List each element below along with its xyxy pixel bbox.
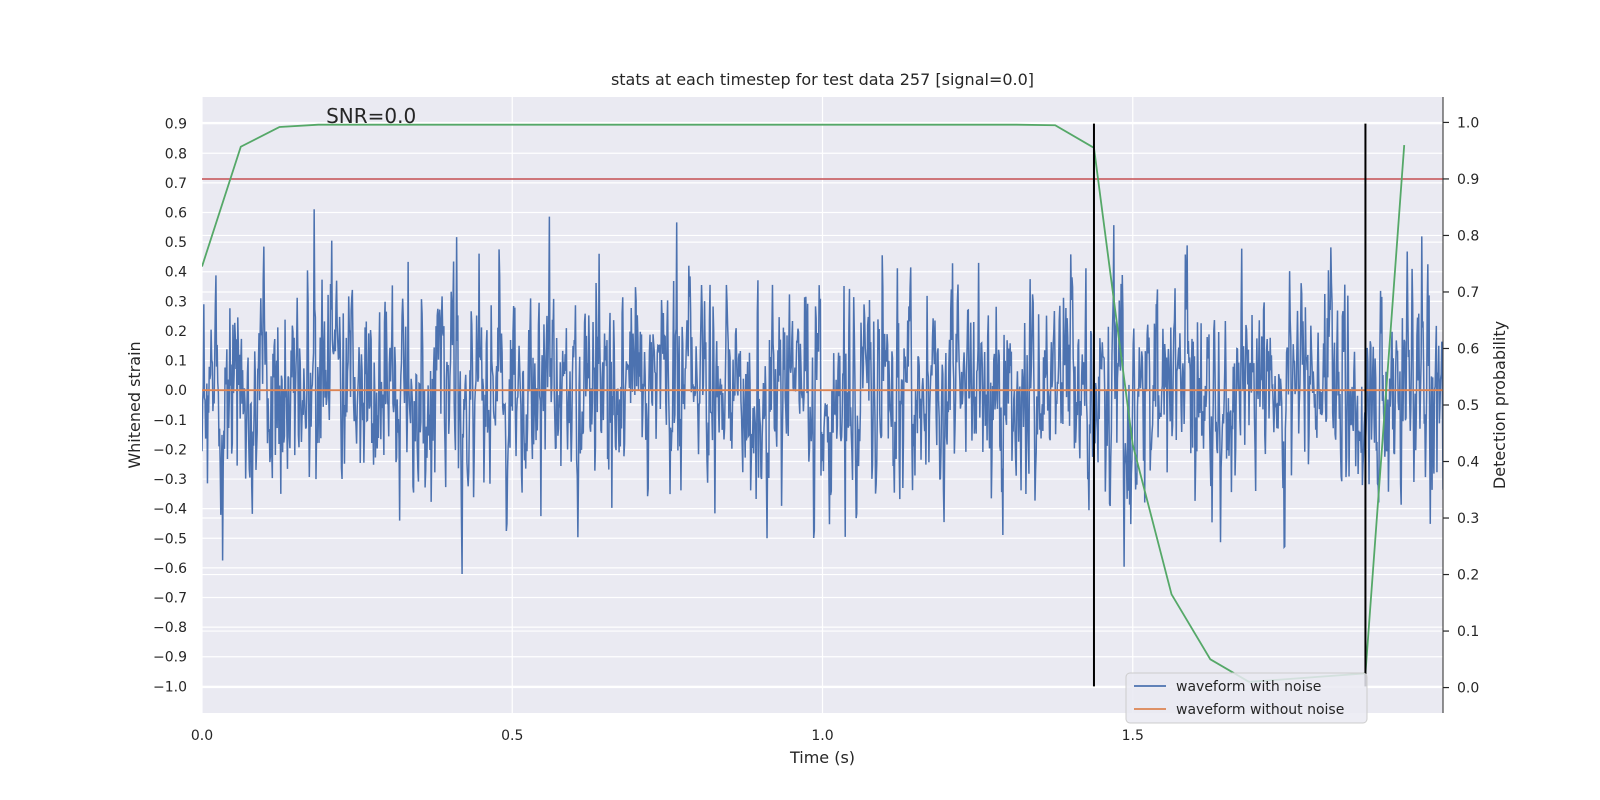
y-tick-label: 0.1 — [165, 354, 187, 370]
y2-axis-label: Detection probability — [1490, 321, 1509, 489]
x-tick-label: 0.0 — [191, 728, 213, 744]
snr-annotation: SNR=0.0 — [326, 104, 416, 128]
y-tick-label: −0.9 — [153, 650, 187, 666]
y-tick-label: 0.8 — [165, 146, 187, 162]
y2-tick-label: 1.0 — [1457, 115, 1479, 131]
y-axis-label: Whitened strain — [125, 341, 144, 468]
x-tick-label: 1.5 — [1122, 728, 1144, 744]
y-tick-label: −0.3 — [153, 472, 187, 488]
y2-tick-label: 0.4 — [1457, 455, 1479, 471]
y-tick-label: −0.2 — [153, 442, 187, 458]
y-tick-label: 0.9 — [165, 117, 187, 133]
legend-label-waveform-without-noise: waveform without noise — [1176, 702, 1344, 718]
y-tick-label: 0.2 — [165, 324, 187, 340]
y-tick-label: −0.7 — [153, 591, 187, 607]
y2-tick-label: 0.7 — [1457, 285, 1479, 301]
y2-tick-label: 0.6 — [1457, 341, 1479, 357]
y2-tick-label: 0.9 — [1457, 172, 1479, 188]
x-axis-label: Time (s) — [789, 748, 855, 767]
y-tick-label: 0.4 — [165, 265, 187, 281]
y-tick-label: 0.0 — [165, 383, 187, 399]
y2-tick-label: 0.3 — [1457, 511, 1479, 527]
legend-label-waveform-with-noise: waveform with noise — [1176, 679, 1321, 695]
y2-tick-label: 0.2 — [1457, 568, 1479, 584]
y-tick-label: −0.5 — [153, 531, 187, 547]
legend-box — [1125, 672, 1368, 724]
y2-tick-label: 0.5 — [1457, 398, 1479, 414]
x-axis: 0.0 0.5 1.0 1.5 — [191, 728, 1144, 744]
x-tick-label: 1.0 — [811, 728, 833, 744]
y-tick-label: −0.8 — [153, 620, 187, 636]
y-axis-left: 0.9 0.8 0.7 0.6 0.5 0.4 0.3 0.2 0.1 0.0 −0.1 −0.2 −0… — [153, 117, 187, 696]
y-tick-label: −1.0 — [153, 679, 187, 695]
y2-tick-label: 0.8 — [1457, 228, 1479, 244]
x-tick-label: 0.5 — [501, 728, 523, 744]
legend: waveform with noise waveform without noi… — [1125, 672, 1368, 724]
y-tick-label: 0.5 — [165, 235, 187, 251]
chart-title: stats at each timestep for test data 257… — [611, 70, 1034, 89]
y-tick-label: −0.4 — [153, 502, 187, 518]
y-tick-label: 0.7 — [165, 176, 187, 192]
y2-tick-label: 0.1 — [1457, 624, 1479, 640]
series-waveform-with-noise — [202, 209, 1443, 575]
series-layer — [202, 123, 1443, 687]
y2-tick-label: 0.0 — [1457, 681, 1479, 697]
y-tick-label: −0.1 — [153, 413, 187, 429]
y-tick-label: 0.3 — [165, 294, 187, 310]
y-tick-label: 0.6 — [165, 206, 187, 222]
y-tick-label: −0.6 — [153, 561, 187, 577]
y-axis-right: 1.0 0.9 0.8 0.7 0.6 0.5 0.4 0.3 0.2 0.1 0.0 — [1442, 97, 1479, 713]
